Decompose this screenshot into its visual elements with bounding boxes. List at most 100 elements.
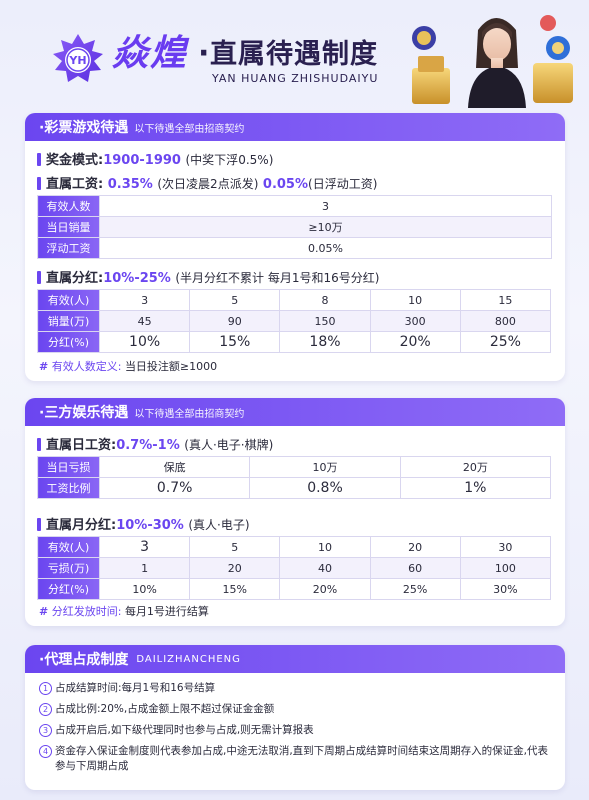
note-label: 有效人数定义:: [51, 360, 122, 373]
table-cell: 有效(人): [37, 536, 100, 558]
bullet-mark: [37, 177, 41, 190]
number-badge: 4: [39, 745, 52, 758]
daily-wage-note: (真人·电子·棋牌): [184, 438, 274, 452]
agency-card-header: ·代理占成制度 DAILIZHANCHENG: [25, 645, 565, 673]
header: YH 焱煌 · 直属待遇制度 YAN HUANG ZHISHUDAIYU: [0, 0, 589, 108]
table-cell: 20万: [399, 456, 552, 478]
table-cell: 10%: [98, 331, 191, 353]
dividend-table: 有效(人) 3 5 8 10 15 销量(万) 45 90 150 300 80…: [37, 289, 552, 353]
page-subtitle: YAN HUANG ZHISHUDAIYU: [212, 72, 379, 85]
float-wage-note: (日浮动工资): [308, 177, 378, 191]
table-row: 分红(%) 10% 15% 18% 20% 25%: [37, 331, 552, 353]
agency-list: 1 占成结算时间:每月1号和16号结算 2 占成比例:20%,占成金额上限不超过…: [39, 681, 549, 780]
third-card-header: ·三方娱乐待遇 以下待遇全部由招商契约: [25, 398, 565, 426]
bullet-mark: [37, 153, 41, 166]
table-cell: 20%: [369, 331, 461, 353]
daily-wage-row: 直属日工资:0.7%-1% (真人·电子·棋牌): [37, 434, 273, 453]
lottery-note: # 有效人数定义: 当日投注额≥1000: [39, 358, 217, 374]
table-cell: 1: [98, 557, 191, 579]
third-subtitle: 以下待遇全部由招商契约: [134, 408, 245, 420]
table-row: 有效人数 3: [37, 195, 552, 217]
hero-illustration-icon: [412, 15, 573, 108]
bonus-mode-row: 奖金模式:1900-1990 (中奖下浮0.5%): [37, 149, 273, 168]
bonus-mode-value: 1900-1990: [103, 153, 181, 168]
monthly-dividend-value: 10%-30%: [116, 518, 184, 533]
monthly-dividend-table: 有效(人) 3 5 10 20 30 亏损(万) 1 20 40 60 100 …: [37, 536, 552, 600]
list-item-text: 占成结算时间:每月1号和16号结算: [55, 682, 216, 694]
bonus-note: (中奖下浮: [185, 153, 239, 167]
table-cell: 工资比例: [37, 477, 100, 499]
yh-logo-icon: YH: [53, 34, 103, 82]
table-cell: 当日销量: [37, 216, 100, 238]
table-cell: 18%: [279, 331, 371, 353]
table-cell: 100: [459, 557, 552, 579]
table-cell: 90: [189, 310, 281, 332]
table-cell: 10%: [98, 578, 191, 600]
table-cell: 15%: [189, 331, 281, 353]
number-badge: 1: [39, 682, 52, 695]
table-row: 当日销量 ≥10万: [37, 216, 552, 238]
float-wage-value: 0.05%: [262, 177, 309, 192]
table-cell: 3: [99, 195, 552, 217]
logo-text: YH: [68, 54, 86, 67]
daily-wage-value: 0.7%-1%: [116, 438, 180, 453]
lottery-card-header: ·彩票游戏待遇 以下待遇全部由招商契约: [25, 113, 565, 141]
table-cell: 0.7%: [98, 477, 251, 499]
table-cell: 10: [279, 536, 371, 558]
table-cell: 1%: [399, 477, 552, 499]
number-badge: 3: [39, 724, 52, 737]
note-label: 分红发放时间:: [51, 605, 122, 618]
agency-subtitle: DAILIZHANCHENG: [136, 653, 241, 665]
table-cell: 20%: [279, 578, 371, 600]
dividend-value: 10%-25%: [103, 271, 171, 286]
bullet-mark: [37, 438, 41, 451]
dividend-note: (半月分红不累计 每月1号和16号分红): [175, 271, 380, 285]
table-cell: 20: [369, 536, 461, 558]
table-cell: 150: [279, 310, 371, 332]
table-row: 亏损(万) 1 20 40 60 100: [37, 557, 552, 579]
table-cell: 分红(%): [37, 578, 100, 600]
table-cell: 销量(万): [37, 310, 100, 332]
table-cell: 20: [189, 557, 281, 579]
table-row: 当日亏损 保底 10万 20万: [37, 456, 552, 478]
table-cell: 15: [459, 289, 552, 311]
table-cell: 有效(人): [37, 289, 100, 311]
third-party-card: ·三方娱乐待遇 以下待遇全部由招商契约 直属日工资:0.7%-1% (真人·电子…: [25, 398, 565, 626]
table-cell: 10万: [249, 456, 401, 478]
table-cell: 保底: [98, 456, 251, 478]
table-cell: 0.8%: [249, 477, 401, 499]
table-cell: 浮动工资: [37, 237, 100, 259]
table-cell: 有效人数: [37, 195, 100, 217]
bonus-note-end: ): [268, 153, 274, 167]
monthly-dividend-row: 直属月分红:10%-30% (真人·电子): [37, 514, 250, 533]
table-cell: 5: [189, 289, 281, 311]
list-item: 4 资金存入保证金制度则代表参加占成,中途无法取消,直到下周期占成结算时间结束这…: [39, 744, 549, 774]
table-cell: 5: [189, 536, 281, 558]
table-row: 工资比例 0.7% 0.8% 1%: [37, 477, 552, 499]
wage-row: 直属工资: 0.35% (次日凌晨2点派发) 0.05%(日浮动工资): [37, 173, 377, 192]
table-row: 销量(万) 45 90 150 300 800: [37, 310, 552, 332]
wage-note: (次日凌晨2点派发): [157, 177, 259, 191]
table-cell: 15%: [189, 578, 281, 600]
brand-dot: ·: [198, 36, 210, 71]
table-cell: 分红(%): [37, 331, 100, 353]
note-value: 当日投注额≥1000: [124, 360, 218, 373]
number-badge: 2: [39, 703, 52, 716]
monthly-dividend-note: (真人·电子): [188, 518, 250, 532]
bullet-mark: [37, 271, 41, 284]
third-note: # 分红发放时间: 每月1号进行结算: [39, 603, 209, 619]
list-item: 2 占成比例:20%,占成金额上限不超过保证金金额: [39, 702, 549, 717]
table-cell: 10: [369, 289, 461, 311]
table-cell: 亏损(万): [37, 557, 100, 579]
wage-label: 直属工资:: [46, 177, 104, 192]
agency-card: ·代理占成制度 DAILIZHANCHENG 1 占成结算时间:每月1号和16号…: [25, 645, 565, 790]
table-cell: 300: [369, 310, 461, 332]
dividend-label: 直属分红:: [46, 271, 104, 286]
list-item-text: 占成比例:20%,占成金额上限不超过保证金金额: [55, 703, 275, 715]
table-cell: 40: [279, 557, 371, 579]
table-cell: 25%: [459, 331, 552, 353]
table-cell: 3: [98, 536, 191, 558]
daily-wage-label: 直属日工资:: [46, 438, 117, 453]
list-item: 1 占成结算时间:每月1号和16号结算: [39, 681, 549, 696]
